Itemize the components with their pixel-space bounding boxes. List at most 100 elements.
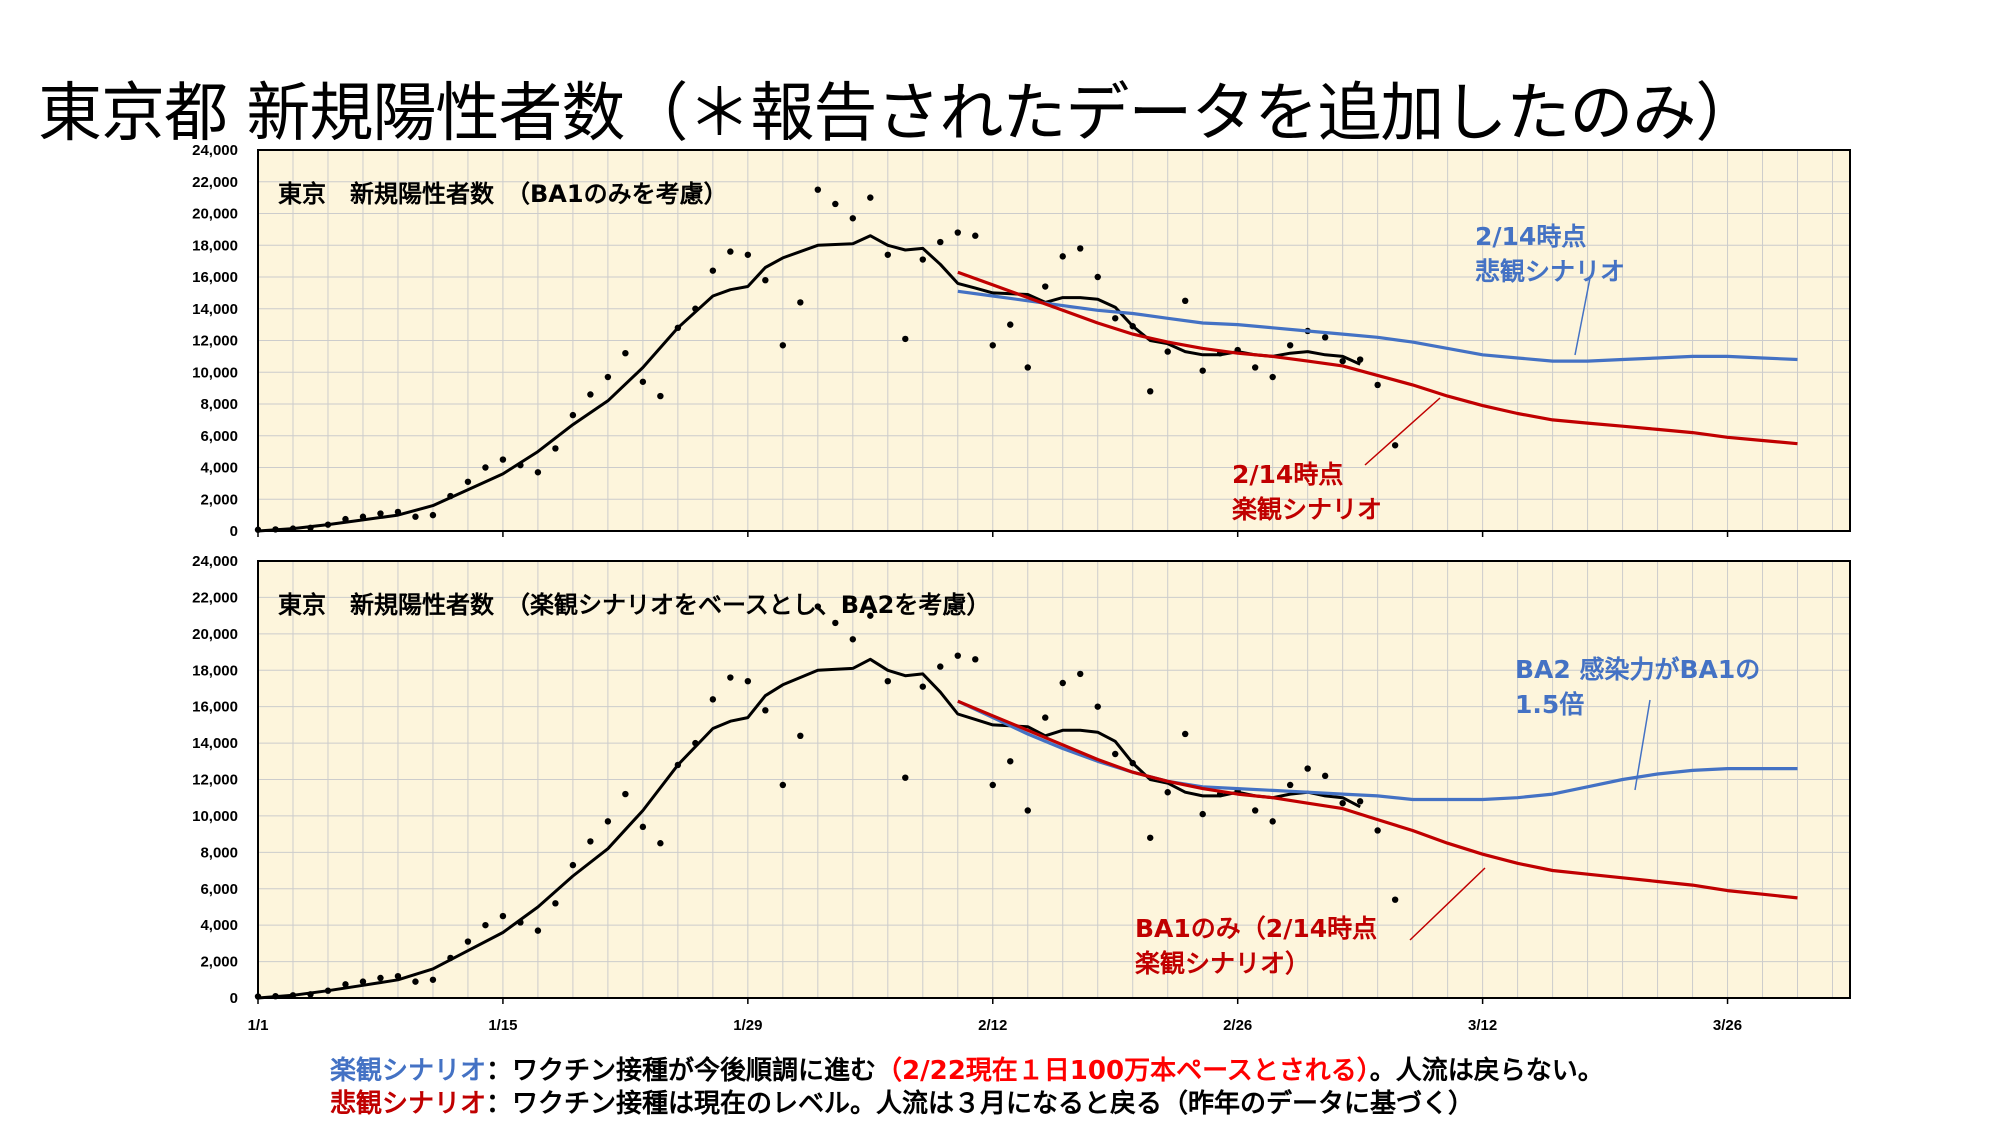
y-tick-label: 10,000 <box>192 364 238 381</box>
annotation-label: 2/14時点 <box>1475 222 1586 251</box>
series-daily-point <box>622 350 629 357</box>
series-daily-point <box>534 469 542 476</box>
series-daily-point <box>814 186 822 193</box>
series-daily-point <box>867 612 874 619</box>
series-daily-point <box>1339 799 1346 807</box>
footnote-pessimistic-body: ：ワクチン接種は現在のレベル。人流は３月になると戻る（昨年のデータに基づく） <box>486 1089 1475 1119</box>
chart-panel-ba2: 0 2,000 4,000 6,000 8,000 10,000 12,000 14,000 1… <box>192 553 1851 1007</box>
series-red-scenario-line <box>957 699 1798 900</box>
annotation-leader-line <box>1574 277 1591 356</box>
series-daily-point <box>797 732 804 739</box>
chart-panel-ba1: 0 2,000 4,000 6,000 8,000 10,000 12,000 14,000 1… <box>192 142 1851 540</box>
series-daily-point <box>604 818 612 825</box>
y-tick-label: 8,000 <box>200 396 238 413</box>
series-daily-point <box>1007 758 1014 765</box>
series-daily-point <box>762 707 769 714</box>
series-daily-point <box>989 342 996 349</box>
y-tick-label: 16,000 <box>192 699 238 716</box>
series-daily-point <box>1199 810 1206 818</box>
series-daily-point <box>902 774 909 781</box>
series-daily-point <box>884 677 892 685</box>
series-daily-point <box>954 229 961 236</box>
series-daily-point <box>762 276 769 284</box>
series-daily-point <box>604 373 612 381</box>
annotation-leader-line <box>1364 397 1441 466</box>
footnote-optimistic-tail: 。人流は戻らない。 <box>1369 1056 1604 1086</box>
y-tick-label: 18,000 <box>192 237 238 254</box>
series-daily-point <box>1024 807 1031 814</box>
series-daily-point <box>1077 670 1084 678</box>
series-daily-point <box>1391 442 1399 449</box>
series-daily-point <box>639 378 647 385</box>
y-tick-label: 22,000 <box>192 589 238 606</box>
footnote-optimistic-paren: （2/22現在１日100万本ペースとされる） <box>876 1056 1370 1086</box>
series-daily-point <box>1059 679 1066 687</box>
series-daily-point <box>937 238 944 246</box>
x-tick-label: 2/26 <box>1223 1017 1252 1034</box>
series-daily-point <box>849 636 857 643</box>
footnote-optimistic-body: ：ワクチン接種が今後順調に進む <box>486 1056 877 1086</box>
annotation-label: BA1のみ（2/14時点 <box>1135 914 1377 943</box>
y-tick-label: 4,000 <box>200 917 238 934</box>
series-daily-point <box>1251 364 1259 371</box>
series-daily-point <box>1042 283 1049 290</box>
series-daily-point <box>1059 253 1066 260</box>
y-tick-label: 24,000 <box>192 142 238 159</box>
y-tick-label: 20,000 <box>192 626 238 643</box>
series-blue-scenario-line <box>957 289 1798 363</box>
y-tick-label: 12,000 <box>192 772 238 789</box>
y-tick-label: 4,000 <box>200 460 238 477</box>
plot-frame <box>257 560 1851 999</box>
series-daily-point <box>587 391 594 398</box>
series-daily-point <box>552 900 559 907</box>
series-daily-point <box>1007 321 1014 328</box>
series-daily-point <box>1042 714 1049 721</box>
series-daily-point <box>797 299 804 306</box>
y-tick-label: 2,000 <box>200 491 238 508</box>
y-tick-label: 20,000 <box>192 206 238 223</box>
series-daily-point <box>1286 781 1294 789</box>
x-tick-label: 2/12 <box>978 1017 1007 1034</box>
series-daily-point <box>709 267 717 274</box>
y-tick-label: 6,000 <box>200 428 238 445</box>
series-daily-point <box>499 912 507 920</box>
series-daily-point <box>727 674 734 681</box>
series-daily-point <box>342 981 349 988</box>
series-daily-point <box>657 840 664 847</box>
y-tick-label: 0 <box>230 523 238 540</box>
x-tick-label: 3/26 <box>1713 1017 1742 1034</box>
series-daily-point <box>412 513 419 520</box>
x-tick-label: 1/15 <box>488 1017 517 1034</box>
series-daily-point <box>849 215 857 222</box>
y-tick-label: 24,000 <box>192 553 238 570</box>
series-daily-point <box>744 677 752 685</box>
series-daily-point <box>482 921 489 929</box>
series-daily-point <box>1182 730 1189 738</box>
series-daily-point <box>919 256 926 263</box>
series-daily-point <box>972 656 979 663</box>
series-daily-point <box>1339 357 1346 365</box>
series-daily-point <box>884 251 892 258</box>
footnotes: 楽観シナリオ：ワクチン接種が今後順調に進む（2/22現在１日100万本ペースとさ… <box>330 1055 1604 1121</box>
series-daily-point <box>727 248 734 255</box>
series-daily-point <box>779 781 787 789</box>
plot-frame <box>257 149 1851 532</box>
series-daily-point <box>657 392 664 400</box>
y-tick-label: 12,000 <box>192 333 238 350</box>
series-daily-point <box>534 927 542 934</box>
series-daily-point <box>1112 750 1119 758</box>
y-tick-label: 6,000 <box>200 881 238 898</box>
series-daily-point <box>1147 834 1154 841</box>
annotation-label: 楽観シナリオ <box>1232 495 1382 524</box>
series-daily-point <box>1374 381 1381 389</box>
series-daily-point <box>814 603 822 610</box>
series-daily-point <box>377 510 384 517</box>
series-daily-point <box>464 478 472 485</box>
series-daily-point <box>919 683 926 690</box>
series-daily-point <box>639 823 647 831</box>
x-axis: 1/1 1/15 1/29 2/12 2/26 3/12 3/26 <box>248 1017 1743 1034</box>
series-daily-point <box>1199 367 1206 374</box>
series-daily-point <box>1164 789 1171 796</box>
x-tick-label: 1/1 <box>248 1017 269 1034</box>
